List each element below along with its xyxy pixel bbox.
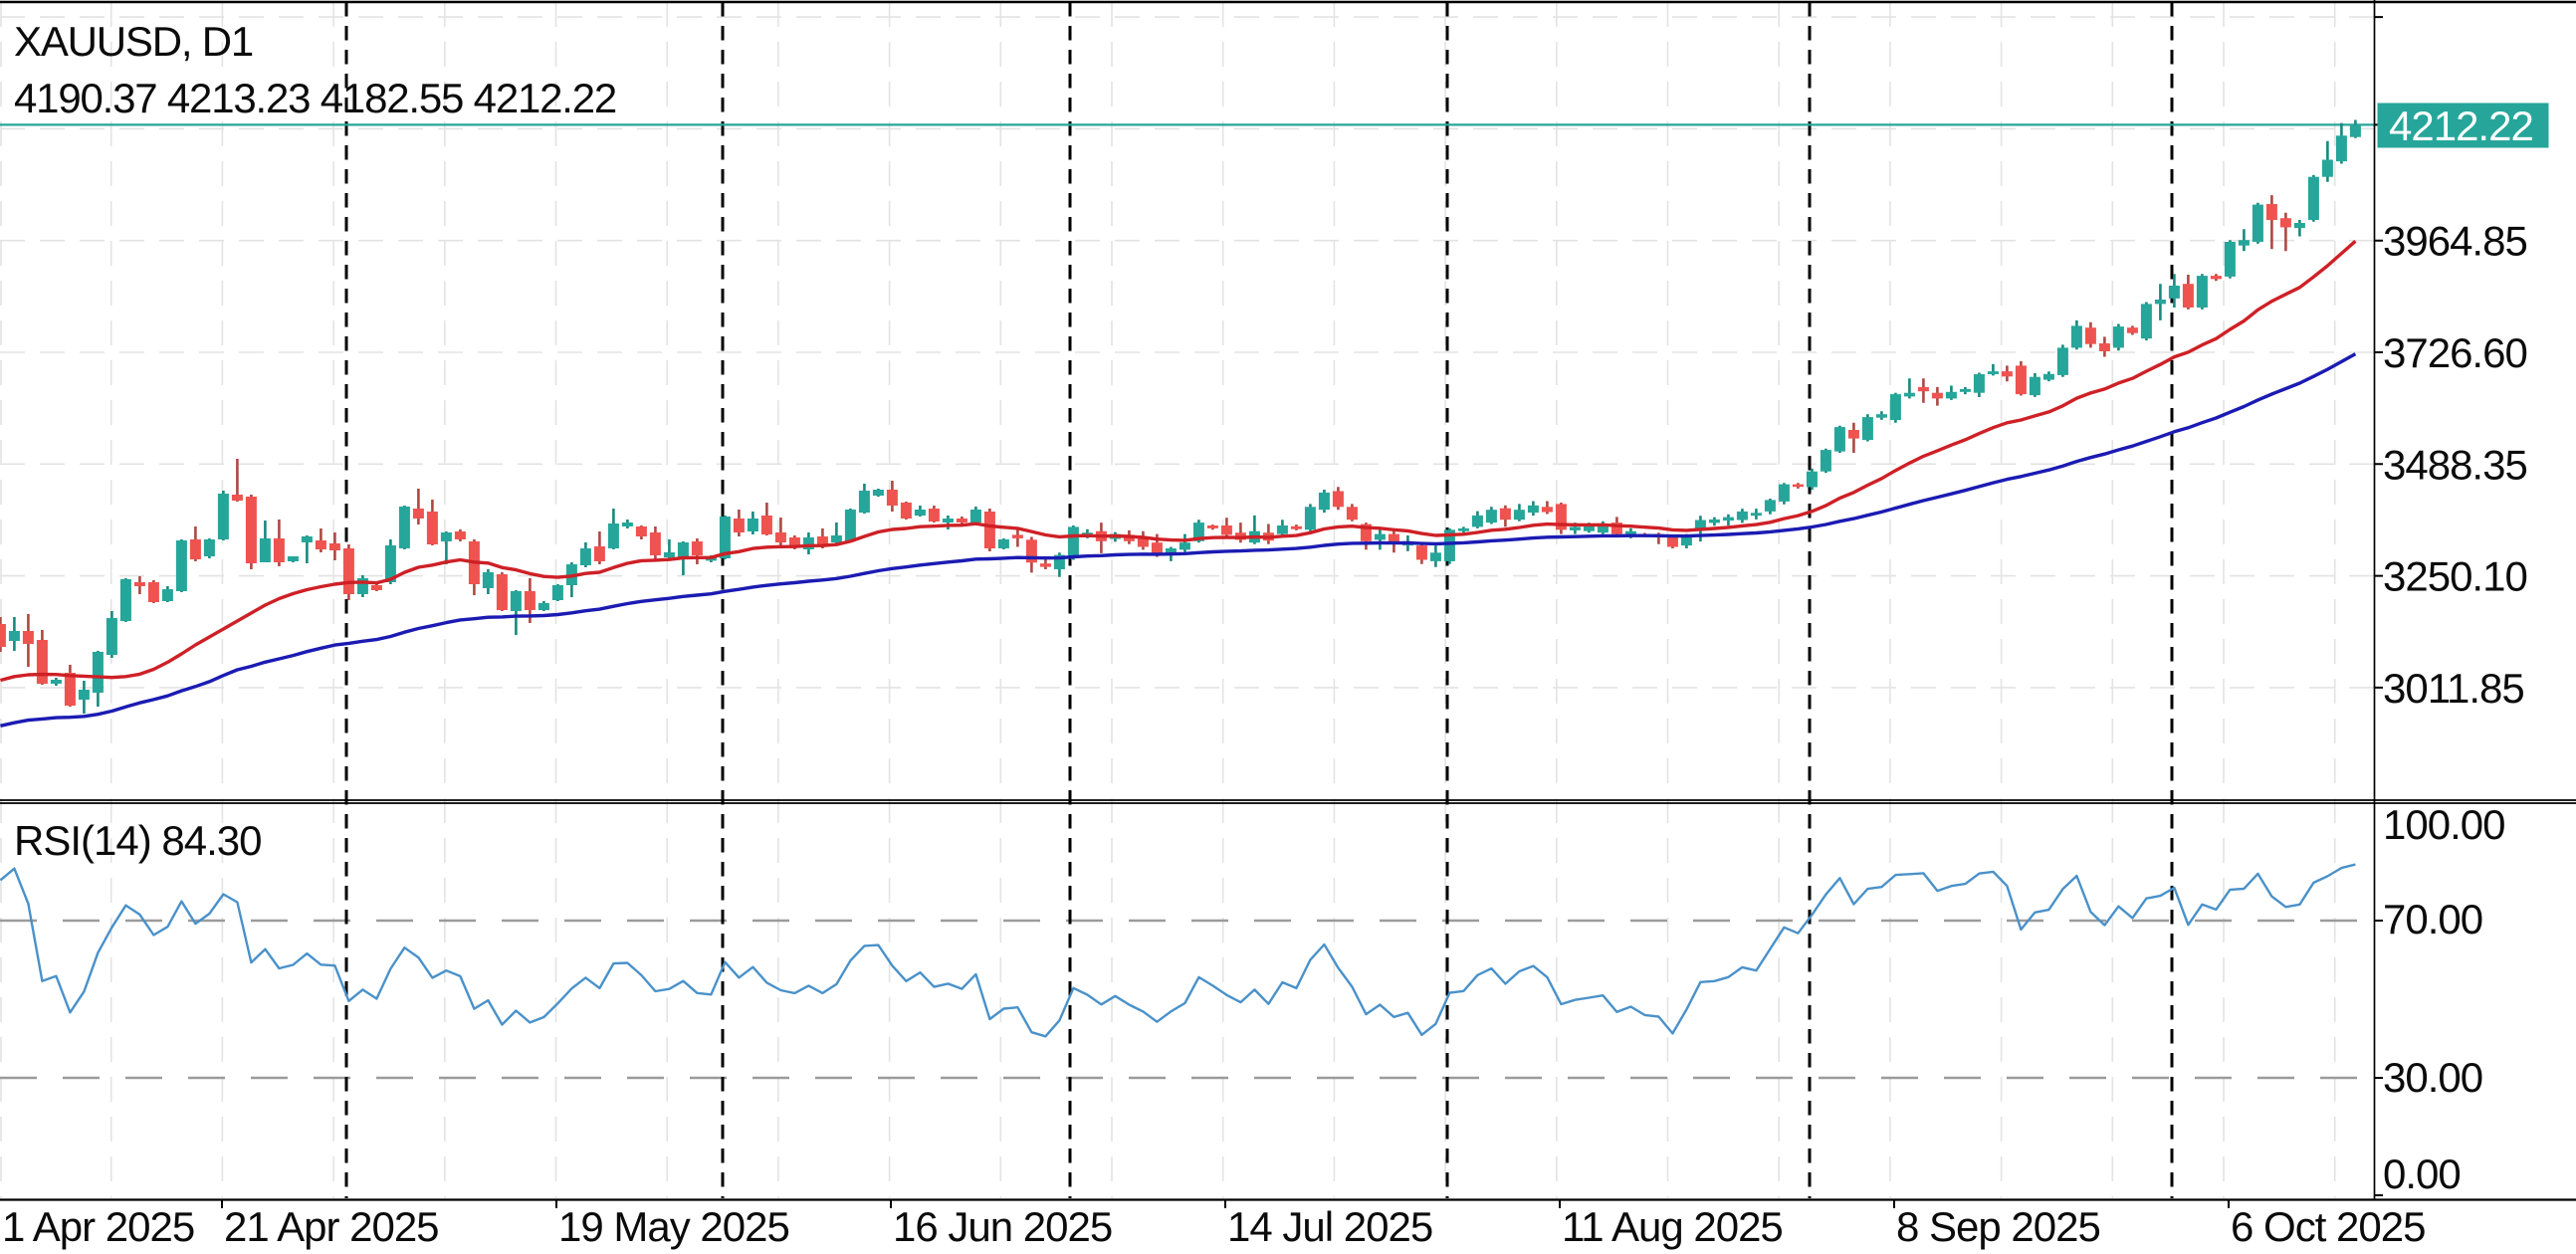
svg-text:70.00: 70.00 — [2383, 896, 2482, 942]
svg-text:XAUUSD, D1: XAUUSD, D1 — [14, 18, 253, 65]
svg-text:0.00: 0.00 — [2383, 1150, 2461, 1197]
svg-text:3011.85: 3011.85 — [2383, 665, 2524, 712]
svg-text:4190.37 4213.23 4182.55 4212.2: 4190.37 4213.23 4182.55 4212.22 — [14, 75, 616, 121]
svg-text:1 Apr 2025: 1 Apr 2025 — [2, 1203, 194, 1250]
svg-text:4212.22: 4212.22 — [2389, 103, 2533, 149]
svg-text:16 Jun 2025: 16 Jun 2025 — [893, 1203, 1112, 1250]
svg-text:19 May 2025: 19 May 2025 — [558, 1203, 789, 1250]
svg-text:RSI(14) 84.30: RSI(14) 84.30 — [14, 817, 261, 864]
svg-text:6 Oct 2025: 6 Oct 2025 — [2231, 1203, 2425, 1250]
svg-text:100.00: 100.00 — [2383, 801, 2504, 848]
svg-text:3964.85: 3964.85 — [2383, 218, 2527, 265]
svg-text:3726.60: 3726.60 — [2383, 329, 2527, 376]
svg-text:3488.35: 3488.35 — [2383, 441, 2527, 488]
svg-text:8 Sep 2025: 8 Sep 2025 — [1896, 1203, 2100, 1250]
svg-text:14 Jul 2025: 14 Jul 2025 — [1227, 1203, 1432, 1250]
svg-text:3250.10: 3250.10 — [2383, 553, 2527, 600]
svg-text:30.00: 30.00 — [2383, 1054, 2482, 1101]
svg-text:11 Aug 2025: 11 Aug 2025 — [1562, 1203, 1783, 1250]
svg-text:21 Apr 2025: 21 Apr 2025 — [224, 1203, 439, 1250]
